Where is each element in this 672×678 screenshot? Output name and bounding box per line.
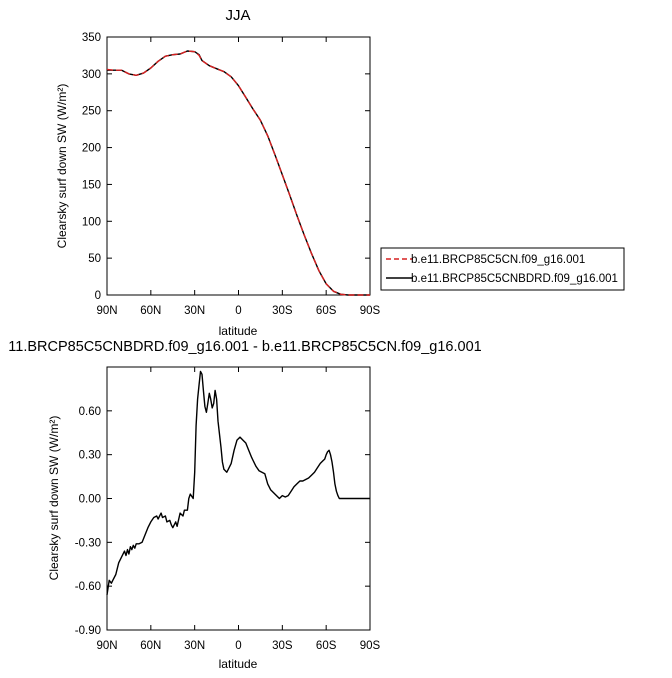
top-y-tick-label: 150 — [82, 179, 101, 191]
bottom-panel: 11.BRCP85C5CNBDRD.f09_g16.001 - b.e11.BR… — [8, 339, 481, 671]
bottom-y-tick-label: 0.30 — [79, 450, 101, 462]
top-y-tick-label: 250 — [82, 106, 101, 118]
top-plot-frame — [106, 36, 371, 296]
bottom-y-tick-label: 0.60 — [79, 406, 101, 418]
top-x-ticks: 90N 60N 30N 0 30S 60S 90S — [96, 37, 381, 317]
top-series-line-1 — [107, 50, 370, 296]
bottom-chart-title: 11.BRCP85C5CNBDRD.f09_g16.001 - b.e11.BR… — [8, 339, 481, 355]
bottom-y-tick-label: -0.60 — [75, 581, 101, 593]
bottom-x-tick-label: 0 — [235, 640, 241, 652]
top-x-tick-label: 60N — [140, 305, 161, 317]
bottom-y-axis-label: Clearsky surf down SW (W/m²) — [47, 416, 61, 581]
bottom-x-tick-label: 60N — [140, 640, 161, 652]
top-x-tick-label: 60S — [316, 305, 337, 317]
bottom-x-tick-label: 30N — [184, 640, 205, 652]
bottom-series-lines — [106, 370, 370, 596]
bottom-x-tick-label: 90N — [96, 640, 117, 652]
top-y-ticks: 0 50 100 150 200 250 300 350 — [82, 32, 370, 302]
legend-label-1: b.e11.BRCP85C5CNBDRD.f09_g16.001 — [411, 273, 618, 285]
bottom-x-tick-label: 60S — [316, 640, 337, 652]
legend-label-0: b.e11.BRCP85C5CN.f09_g16.001 — [411, 254, 585, 266]
top-y-tick-label: 200 — [82, 143, 101, 155]
bottom-plot-frame — [106, 366, 371, 631]
top-x-axis-label: latitude — [219, 324, 258, 338]
top-x-tick-label: 30S — [272, 305, 293, 317]
legend-box — [380, 247, 625, 291]
bottom-x-tick-label: 30S — [272, 640, 293, 652]
top-chart-title: JJA — [225, 7, 250, 24]
bottom-x-tick-label: 90S — [360, 640, 381, 652]
top-x-tick-label: 0 — [235, 305, 241, 317]
top-x-tick-label: 30N — [184, 305, 205, 317]
legend: b.e11.BRCP85C5CN.f09_g16.001 b.e11.BRCP8… — [380, 247, 625, 291]
bottom-y-tick-label: 0.00 — [79, 494, 101, 506]
bottom-x-axis-label: latitude — [219, 657, 258, 671]
top-y-tick-label: 100 — [82, 216, 101, 228]
top-y-tick-label: 50 — [88, 253, 101, 265]
top-x-tick-label: 90N — [96, 305, 117, 317]
top-series-line-0 — [106, 50, 370, 296]
top-x-tick-label: 90S — [360, 305, 381, 317]
top-y-axis-label: Clearsky surf down SW (W/m²) — [55, 84, 69, 249]
bottom-x-ticks: 90N 60N 30N 0 30S 60S 90S — [96, 367, 381, 652]
bottom-y-tick-label: -0.30 — [75, 537, 101, 549]
bottom-y-tick-label: -0.90 — [75, 625, 101, 637]
bottom-series-line-0 — [106, 370, 370, 596]
top-series-lines — [106, 50, 370, 296]
top-panel: JJA 0 50 100 150 200 250 300 350 90N 60N 30N 0 30S 6… — [55, 7, 381, 338]
bottom-y-ticks: -0.90 -0.60 -0.30 0.00 0.30 0.60 — [75, 406, 370, 637]
top-y-tick-label: 0 — [95, 290, 101, 302]
top-y-tick-label: 350 — [82, 32, 101, 44]
top-y-tick-label: 300 — [82, 69, 101, 81]
